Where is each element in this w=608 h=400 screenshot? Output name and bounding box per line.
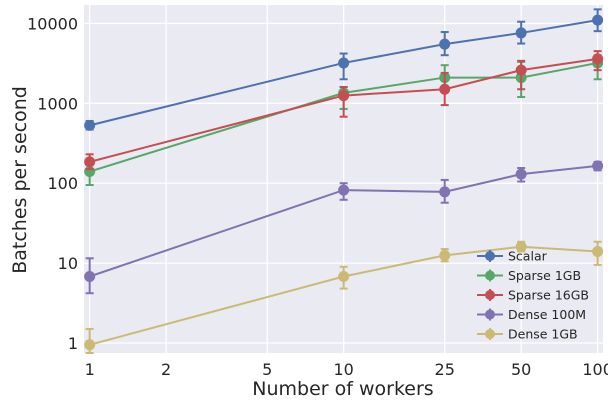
y-tick-label: 10 bbox=[58, 254, 78, 273]
data-point bbox=[338, 90, 350, 102]
series-scalar bbox=[84, 8, 604, 131]
data-point bbox=[592, 53, 604, 65]
data-point bbox=[515, 168, 527, 180]
legend-marker bbox=[485, 251, 495, 261]
x-axis-label: Number of workers bbox=[252, 378, 433, 400]
y-tick-label: 100 bbox=[47, 174, 78, 193]
data-point bbox=[515, 241, 527, 253]
x-tick-label: 25 bbox=[435, 360, 455, 379]
legend-label: Dense 1GB bbox=[508, 327, 578, 342]
y-tick-label: 1000 bbox=[37, 94, 78, 113]
legend-label: Sparse 1GB bbox=[508, 268, 581, 283]
legend-marker bbox=[485, 270, 495, 281]
series-dense-100m bbox=[84, 160, 604, 295]
legend-item: Dense 1GB bbox=[477, 327, 578, 342]
data-point bbox=[592, 245, 604, 257]
data-point bbox=[515, 64, 527, 76]
data-point bbox=[84, 270, 96, 282]
data-point bbox=[592, 160, 604, 172]
series-layer bbox=[84, 8, 604, 354]
legend-item: Sparse 1GB bbox=[477, 268, 581, 283]
x-tick-label: 1 bbox=[85, 360, 95, 379]
series-dense-1gb bbox=[84, 240, 604, 354]
data-point bbox=[439, 38, 451, 50]
legend-label: Scalar bbox=[508, 249, 548, 264]
legend-item: Dense 100M bbox=[477, 307, 586, 322]
legend-label: Sparse 16GB bbox=[508, 288, 589, 303]
x-tick-label: 100 bbox=[582, 360, 608, 379]
y-tick-label: 1 bbox=[68, 334, 78, 353]
data-point bbox=[439, 83, 451, 95]
y-tick-label: 10000 bbox=[27, 14, 78, 33]
y-axis-ticks: 1 10 100 1000 10000 bbox=[27, 14, 78, 353]
data-point bbox=[439, 186, 451, 198]
data-point bbox=[338, 57, 350, 69]
y-axis-label: Batches per second bbox=[9, 86, 31, 274]
data-point bbox=[515, 27, 527, 39]
data-point bbox=[84, 156, 96, 168]
data-point bbox=[338, 184, 350, 196]
legend-marker bbox=[485, 309, 495, 320]
legend-label: Dense 100M bbox=[508, 307, 586, 322]
x-axis-ticks: 1 2 5 10 25 50 100 bbox=[85, 360, 608, 379]
data-point bbox=[338, 270, 350, 282]
legend-marker bbox=[485, 290, 495, 300]
legend-marker bbox=[485, 329, 495, 339]
legend-item: Scalar bbox=[477, 249, 548, 264]
data-point bbox=[84, 339, 96, 351]
data-point bbox=[592, 14, 604, 26]
x-tick-label: 10 bbox=[333, 360, 353, 379]
legend: Scalar Sparse 1GB Sparse 16GB Dense 100M Den… bbox=[477, 249, 589, 342]
series-sparse-16gb bbox=[84, 50, 604, 171]
x-tick-label: 50 bbox=[511, 360, 531, 379]
data-point bbox=[84, 119, 96, 131]
data-point bbox=[439, 249, 451, 261]
legend-item: Sparse 16GB bbox=[477, 288, 589, 303]
x-tick-label: 5 bbox=[262, 360, 272, 379]
x-tick-label: 2 bbox=[161, 360, 171, 379]
